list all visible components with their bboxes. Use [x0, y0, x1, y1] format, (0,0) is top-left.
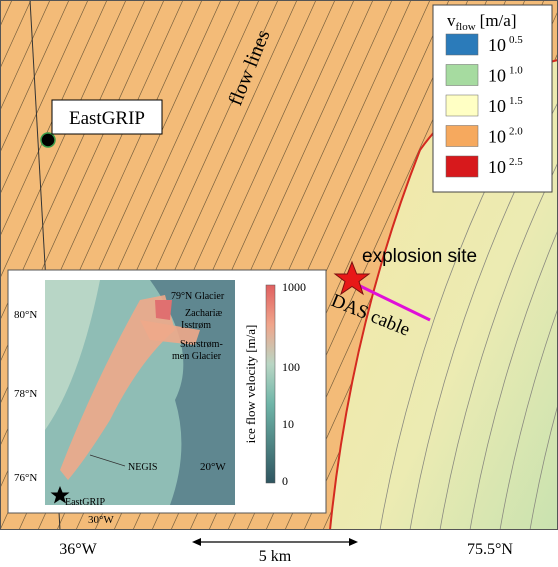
colorbar-tick: 10	[282, 417, 294, 431]
inset-lat-label: 78°N	[14, 388, 37, 400]
colorbar	[266, 285, 275, 483]
eastgrip-site	[41, 133, 55, 147]
inset-lat-label: 80°N	[14, 309, 37, 321]
scale-label: 5 km	[259, 548, 292, 565]
colorbar-label: ice flow velocity [m/a]	[243, 325, 258, 444]
inset-lon-label: 20°W	[200, 461, 226, 473]
explosion-site-label: explosion site	[362, 246, 477, 267]
legend-exponent: 1.0	[509, 65, 523, 77]
inset-lon-label: 30°W	[88, 514, 114, 526]
legend-swatch	[446, 65, 478, 86]
legend-swatch	[446, 34, 478, 55]
figure: flow lines EastGRIP explosion site DAS c…	[0, 0, 558, 567]
scale-arrow	[349, 538, 358, 546]
eastgrip-label: EastGRIP	[69, 108, 145, 129]
inset-label: Storstrøm-	[180, 339, 223, 350]
inset-label: 79°N Glacier	[171, 291, 225, 302]
colorbar-tick: 1000	[282, 280, 306, 294]
inset-glacier-front	[155, 300, 172, 320]
inset: 79°N Glacier Zachariæ Isstrøm Storstrøm-…	[8, 270, 326, 526]
legend-swatch	[446, 126, 478, 147]
legend-exponent: 0.5	[509, 34, 523, 46]
legend-base: 10	[488, 96, 506, 116]
scale-arrow	[192, 538, 201, 546]
scale-bar: 5 km	[192, 538, 358, 565]
left-coordinate: 36°W	[59, 541, 97, 558]
legend-subscript: flow	[456, 21, 476, 33]
inset-label: NEGIS	[128, 462, 157, 473]
inset-label: Zachariæ	[185, 308, 223, 319]
legend-unit: [m/a]	[480, 11, 517, 30]
legend-exponent: 2.5	[509, 156, 523, 168]
legend-swatch	[446, 95, 478, 116]
colorbar-tick: 0	[282, 474, 288, 488]
inset-label: Isstrøm	[181, 320, 211, 331]
right-coordinate: 75.5°N	[467, 541, 513, 558]
legend-exponent: 2.0	[509, 126, 523, 138]
inset-label: EastGRIP	[65, 497, 105, 508]
legend-exponent: 1.5	[509, 95, 523, 107]
legend-base: 10	[488, 66, 506, 86]
legend-swatch	[446, 156, 478, 177]
legend-base: 10	[488, 127, 506, 147]
colorbar-tick: 100	[282, 360, 300, 374]
legend-base: 10	[488, 157, 506, 177]
legend-base: 10	[488, 35, 506, 55]
inset-lat-label: 76°N	[14, 472, 37, 484]
inset-label: men Glacier	[172, 351, 222, 362]
